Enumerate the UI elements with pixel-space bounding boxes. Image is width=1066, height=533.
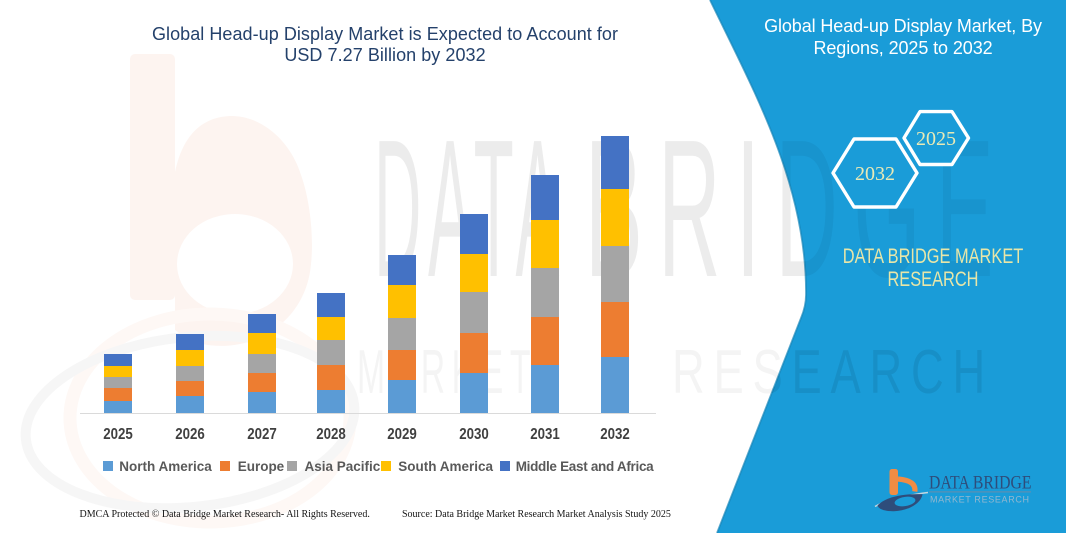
svg-text:2032: 2032: [855, 163, 895, 185]
svg-text:MARKET RESEARCH: MARKET RESEARCH: [930, 494, 1029, 504]
svg-text:DATA BRIDGE: DATA BRIDGE: [929, 474, 1032, 494]
svg-text:2025: 2025: [916, 128, 956, 150]
